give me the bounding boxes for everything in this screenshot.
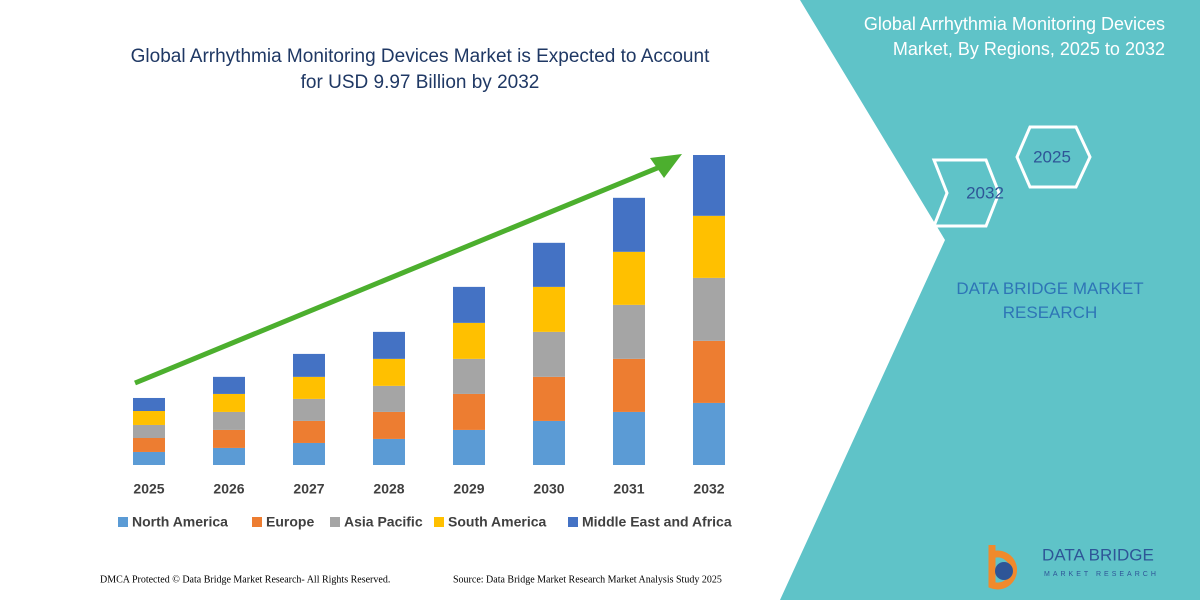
x-tick-label: 2030 [533,481,564,497]
chart-title: Global Arrhythmia Monitoring Devices Mar… [130,46,710,93]
logo-name: DATA BRIDGE [1042,545,1154,564]
legend-swatch [330,517,340,527]
bar-segment [213,411,245,430]
hexagon [931,158,1001,228]
footer-right: Source: Data Bridge Market Research Mark… [453,574,722,585]
bar-segment [293,398,325,421]
legend-swatch [118,517,128,527]
bar-segment [293,442,325,465]
bar-segment [453,393,485,430]
bar-segment [613,251,645,305]
bar-segment [533,331,565,377]
bar-segment [693,402,725,465]
legend-swatch [434,517,444,527]
bar-segment [213,447,245,465]
bar-segment [533,376,565,421]
logo-tagline: MARKET RESEARCH [1044,571,1159,578]
bar-segment [133,411,165,425]
bar-segment [533,286,565,332]
brand-text: DATA BRIDGE MARKET RESEARCH [956,279,1144,322]
side-panel [780,0,1200,600]
bar-segment [693,340,725,403]
bar-segment [693,215,725,278]
hexagon [1015,125,1092,189]
bar-segment [293,353,325,377]
legend-label: South America [448,514,546,530]
legend-label: North America [132,514,228,530]
x-tick-label: 2029 [453,481,484,497]
bar-segment [453,429,485,465]
bar-segment [373,385,405,412]
bar-segment [533,420,565,465]
logo-icon [988,545,1017,590]
legend-label: Europe [266,514,314,530]
bar-segment [613,358,645,412]
bar-segment [613,197,645,252]
bar-segment [373,358,405,386]
hex-label: 2032 [966,183,1004,202]
legend-label: Asia Pacific [344,514,423,530]
bar-segment [373,438,405,465]
panel-title: Global Arrhythmia Monitoring Devices Mar… [863,14,1165,59]
bar-segment [453,322,485,359]
bar-segment [213,376,245,394]
bar-segment [133,424,165,439]
hex-label: 2025 [1033,147,1071,166]
bar-segment [293,420,325,443]
x-tick-label: 2027 [293,481,324,497]
logo-icon [995,562,1013,580]
bar-segment [133,397,165,412]
bar-segment [133,451,165,465]
arrow-head [650,154,682,178]
legend-label: Middle East and Africa [582,514,732,530]
bar-segment [213,429,245,448]
bar-segment [133,438,165,452]
bar-segment [213,393,245,412]
x-tick-label: 2028 [373,481,404,497]
bar-segment [293,376,325,399]
x-tick-label: 2032 [693,481,724,497]
legend-swatch [568,517,578,527]
bar-segment [613,304,645,359]
bar-segment [613,411,645,465]
bar-segment [693,155,725,216]
bar-segment [373,331,405,359]
bar-segment [453,358,485,394]
bar-segment [693,277,725,341]
bar-segment [453,286,485,323]
bar-segment [533,242,565,287]
x-tick-label: 2026 [213,481,244,497]
bar-segment [373,411,405,439]
x-tick-label: 2025 [133,481,164,497]
x-tick-label: 2031 [613,481,644,497]
legend-swatch [252,517,262,527]
footer-left: DMCA Protected © Data Bridge Market Rese… [100,574,390,585]
trend-arrow [134,159,673,386]
